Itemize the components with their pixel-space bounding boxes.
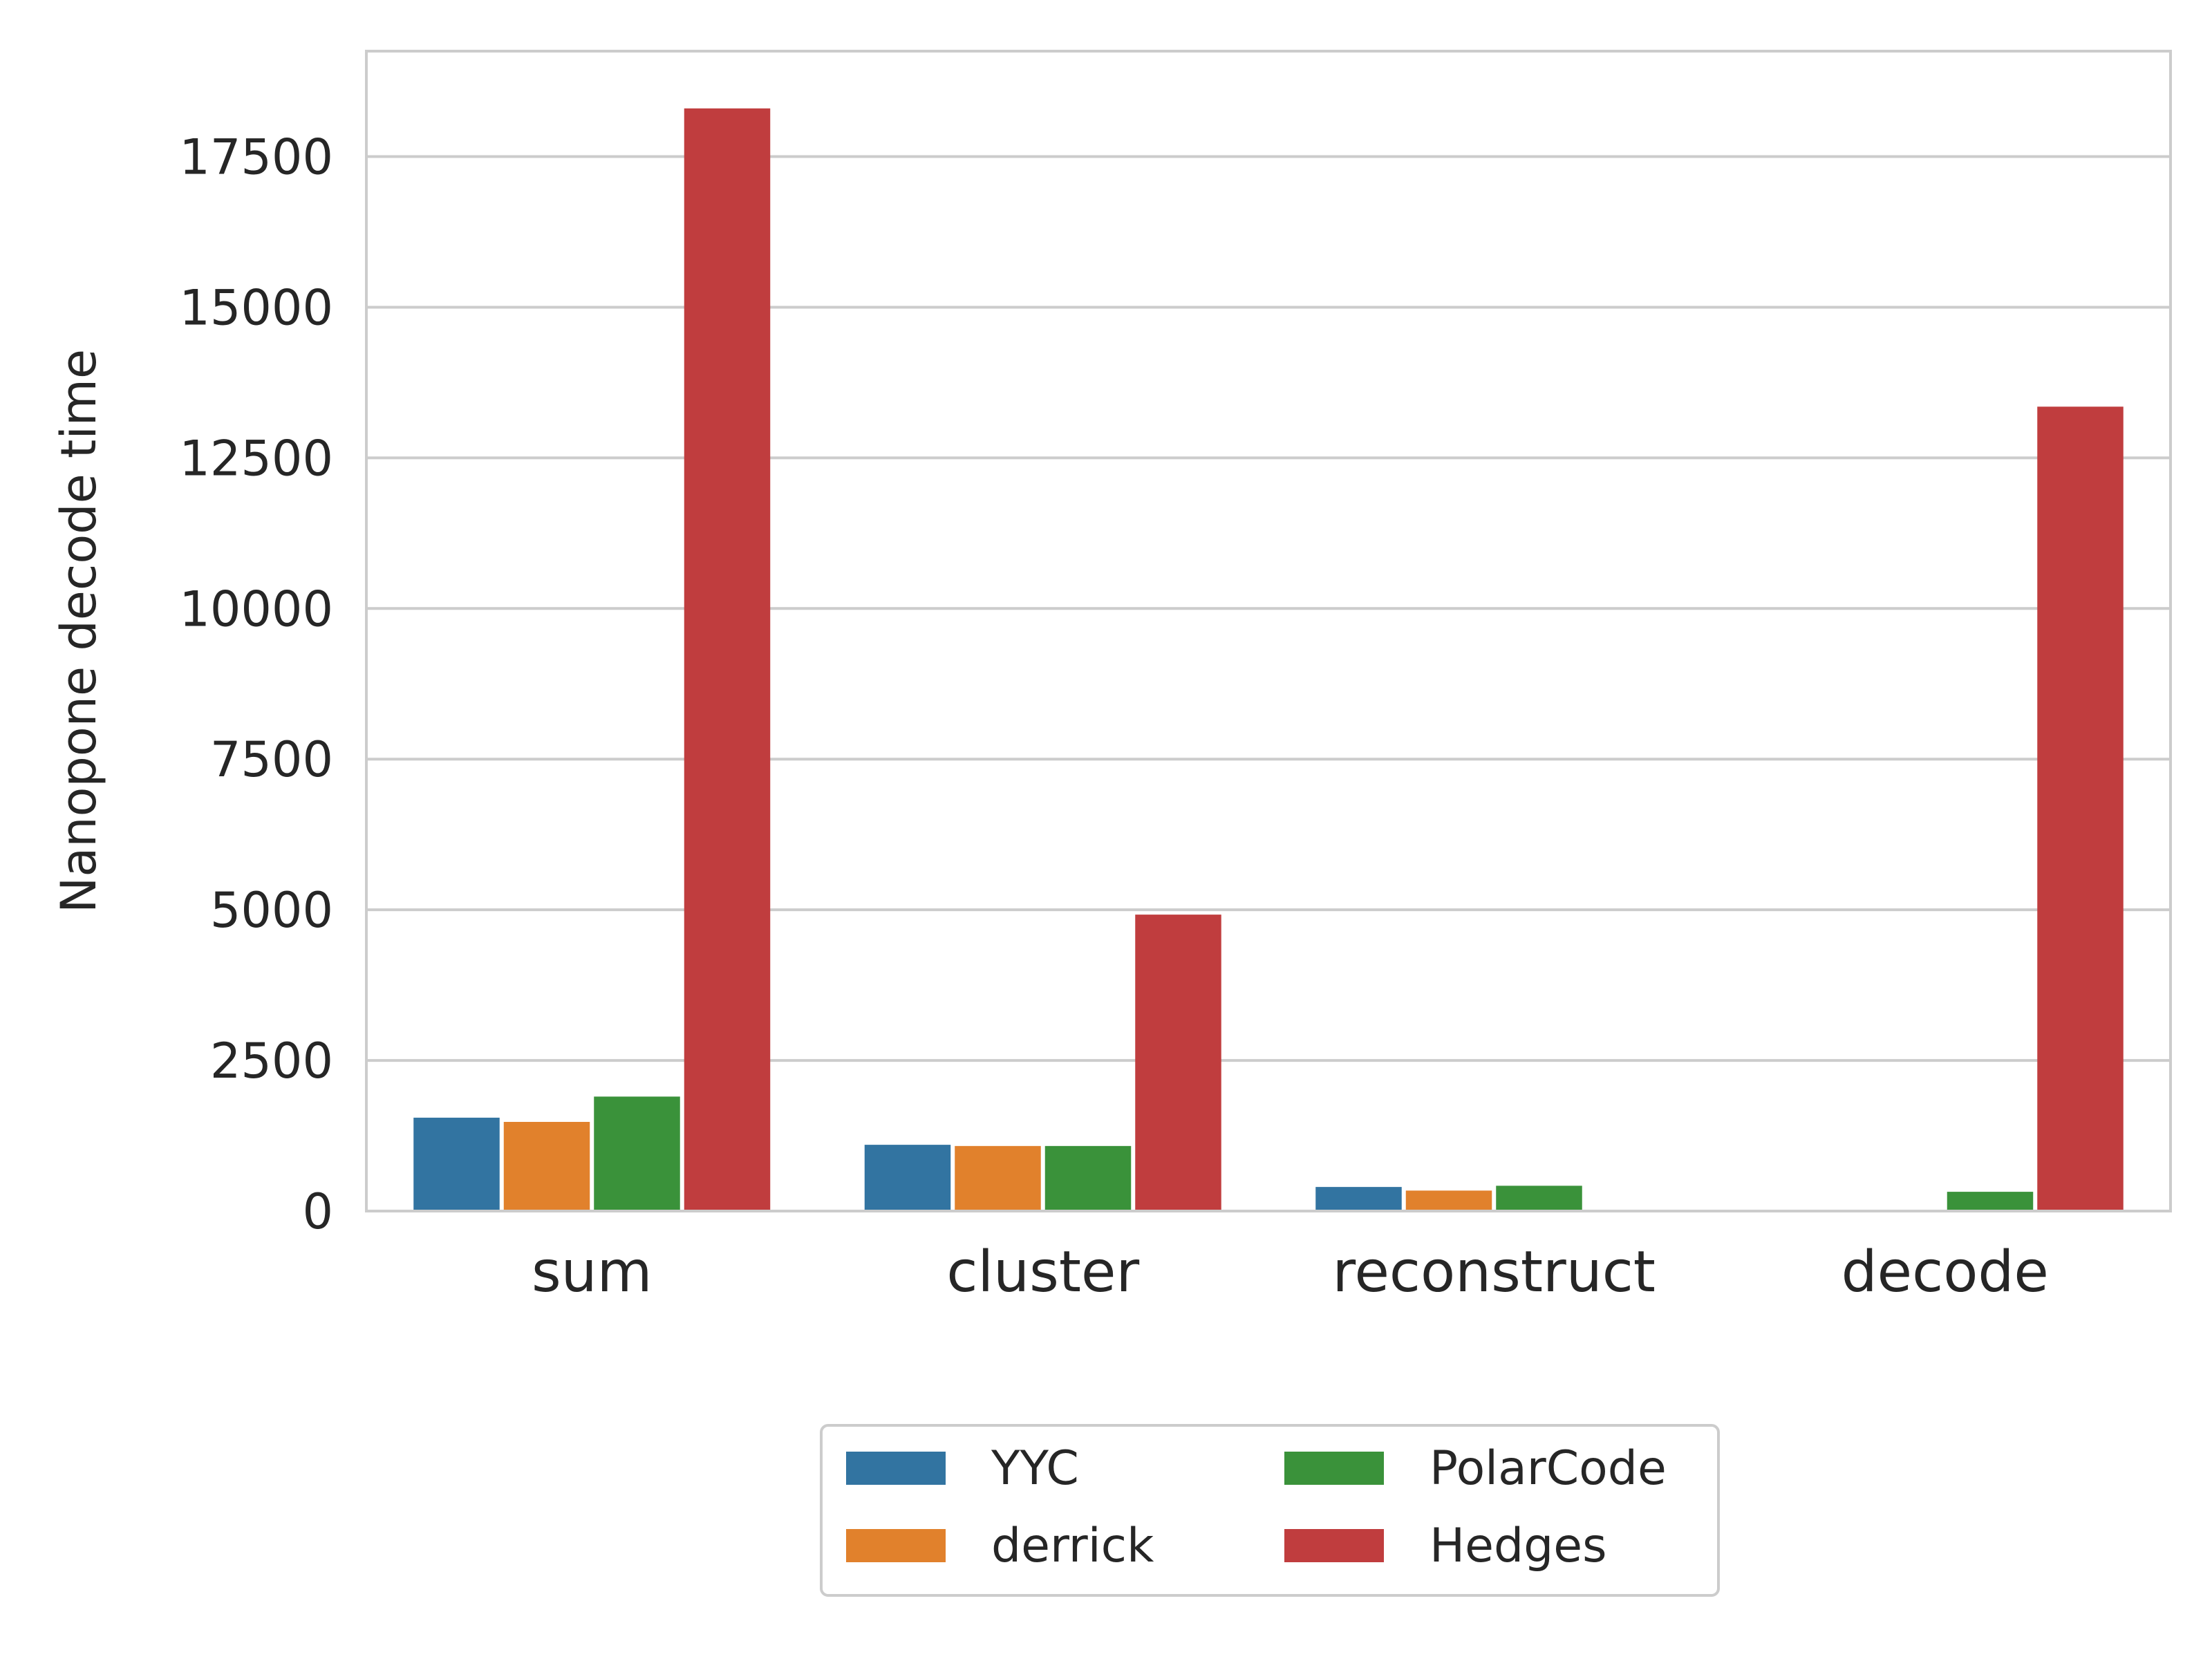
- bar-hedges-cluster: [1135, 915, 1221, 1211]
- bar-derrick-sum: [503, 1121, 590, 1211]
- x-tick-label: cluster: [946, 1239, 1139, 1305]
- y-tick-label: 10000: [179, 581, 333, 637]
- y-tick-label: 7500: [210, 731, 333, 788]
- y-tick-label: 12500: [179, 430, 333, 487]
- legend-label-hedges: Hedges: [1430, 1519, 1607, 1573]
- legend-swatch-derrick: [846, 1529, 946, 1562]
- bar-yyc-reconstruct: [1315, 1187, 1402, 1211]
- grid-lines: [366, 155, 2171, 1212]
- legend: YYC derrick PolarCode Hedges: [820, 1424, 1720, 1597]
- bar-polarcode-decode: [1947, 1192, 2034, 1211]
- y-tick-label: 0: [302, 1183, 333, 1240]
- y-axis-ticks: 0 2500 5000 7500 10000 12500 15000 17500: [179, 129, 333, 1240]
- legend-swatch-hedges: [1284, 1529, 1384, 1562]
- plot-frame: [365, 50, 2172, 1212]
- bar-yyc-sum: [413, 1117, 500, 1211]
- y-tick-label: 5000: [210, 882, 333, 939]
- y-tick-label: 17500: [179, 129, 333, 186]
- x-tick-label: reconstruct: [1333, 1239, 1656, 1305]
- x-tick-label: sum: [532, 1239, 653, 1305]
- legend-label-derrick: derrick: [991, 1519, 1154, 1573]
- y-axis-title: Nanopone decode time: [50, 349, 107, 913]
- bar-derrick-reconstruct: [1405, 1190, 1492, 1211]
- legend-swatch-polarcode: [1284, 1452, 1384, 1485]
- bar-hedges-decode: [2037, 406, 2124, 1211]
- bar-polarcode-sum: [594, 1096, 680, 1211]
- bar-polarcode-reconstruct: [1496, 1185, 1582, 1211]
- legend-box: [820, 1424, 1720, 1597]
- legend-label-yyc: YYC: [991, 1441, 1079, 1496]
- bar-hedges-sum: [684, 108, 771, 1211]
- x-axis-labels: sum cluster reconstruct decode: [532, 1239, 2049, 1305]
- bars: [413, 108, 2124, 1211]
- y-tick-label: 15000: [179, 279, 333, 336]
- legend-label-polarcode: PolarCode: [1430, 1441, 1667, 1496]
- x-tick-label: decode: [1841, 1239, 2049, 1305]
- bar-polarcode-cluster: [1044, 1145, 1132, 1211]
- y-tick-label: 2500: [210, 1033, 333, 1089]
- bar-derrick-cluster: [955, 1145, 1041, 1211]
- bar-yyc-cluster: [864, 1145, 951, 1211]
- legend-swatch-yyc: [846, 1452, 946, 1485]
